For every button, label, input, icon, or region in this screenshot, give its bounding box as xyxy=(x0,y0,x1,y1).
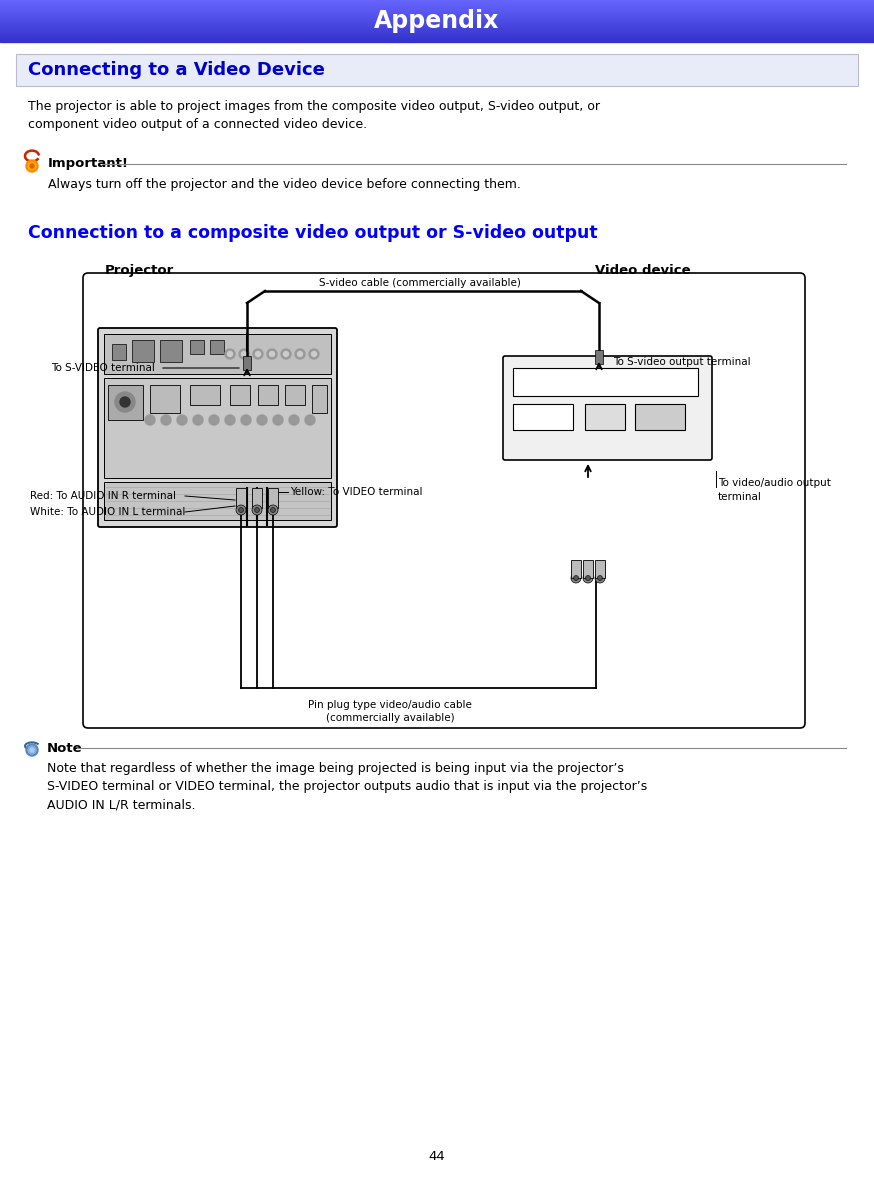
Circle shape xyxy=(227,351,232,357)
Bar xyxy=(243,356,251,370)
Circle shape xyxy=(586,576,591,581)
Bar xyxy=(108,385,143,421)
Text: Red: To AUDIO IN R terminal: Red: To AUDIO IN R terminal xyxy=(30,491,176,501)
Circle shape xyxy=(598,576,602,581)
Text: White: To AUDIO IN L terminal: White: To AUDIO IN L terminal xyxy=(30,507,185,517)
Bar xyxy=(585,404,625,430)
Bar xyxy=(635,404,685,430)
Bar xyxy=(104,335,331,373)
Bar xyxy=(210,340,224,355)
Circle shape xyxy=(254,508,260,512)
Bar xyxy=(190,385,220,405)
Circle shape xyxy=(305,415,315,425)
Circle shape xyxy=(268,505,278,515)
Circle shape xyxy=(252,505,262,515)
Circle shape xyxy=(30,748,34,752)
Circle shape xyxy=(253,349,263,359)
Bar xyxy=(583,560,593,578)
Bar xyxy=(268,488,278,508)
Bar xyxy=(230,385,250,405)
Circle shape xyxy=(595,573,605,583)
Text: Video device: Video device xyxy=(595,264,690,277)
Circle shape xyxy=(255,351,260,357)
Circle shape xyxy=(241,351,246,357)
Circle shape xyxy=(225,415,235,425)
Bar xyxy=(513,368,698,396)
Circle shape xyxy=(571,573,581,583)
Circle shape xyxy=(26,160,38,172)
Circle shape xyxy=(28,746,36,754)
Text: Important!: Important! xyxy=(48,158,129,171)
Circle shape xyxy=(239,508,244,512)
Circle shape xyxy=(289,415,299,425)
Text: Connecting to a Video Device: Connecting to a Video Device xyxy=(28,61,325,79)
Bar xyxy=(595,350,603,364)
Text: To video/audio output
terminal: To video/audio output terminal xyxy=(718,478,831,502)
Circle shape xyxy=(257,415,267,425)
Text: Projector: Projector xyxy=(105,264,174,277)
Text: S-video cable (commercially available): S-video cable (commercially available) xyxy=(319,278,521,287)
Text: 44: 44 xyxy=(428,1150,446,1163)
Bar xyxy=(150,385,180,413)
Text: Connection to a composite video output or S-video output: Connection to a composite video output o… xyxy=(28,224,598,241)
Text: The projector is able to project images from the composite video output, S-video: The projector is able to project images … xyxy=(28,100,600,131)
Circle shape xyxy=(177,415,187,425)
Circle shape xyxy=(120,397,130,408)
Circle shape xyxy=(281,349,291,359)
Circle shape xyxy=(583,573,593,583)
FancyBboxPatch shape xyxy=(98,327,337,527)
Text: Pin plug type video/audio cable
(commercially available): Pin plug type video/audio cable (commerc… xyxy=(308,700,472,723)
Circle shape xyxy=(269,351,274,357)
Bar xyxy=(190,340,204,355)
Circle shape xyxy=(241,415,251,425)
Circle shape xyxy=(270,508,275,512)
Circle shape xyxy=(225,349,235,359)
FancyBboxPatch shape xyxy=(83,273,805,728)
Circle shape xyxy=(573,576,579,581)
Circle shape xyxy=(28,163,36,170)
Text: To S-VIDEO terminal: To S-VIDEO terminal xyxy=(51,363,155,373)
Bar xyxy=(104,378,331,478)
Bar xyxy=(285,385,305,405)
Text: Yellow: To VIDEO terminal: Yellow: To VIDEO terminal xyxy=(290,487,422,497)
Circle shape xyxy=(26,744,38,756)
Bar xyxy=(513,404,573,430)
Circle shape xyxy=(209,415,219,425)
Circle shape xyxy=(30,164,34,168)
Circle shape xyxy=(236,505,246,515)
Bar xyxy=(16,54,858,86)
Text: Always turn off the projector and the video device before connecting them.: Always turn off the projector and the vi… xyxy=(48,178,521,191)
Circle shape xyxy=(297,351,302,357)
Bar xyxy=(112,344,126,360)
Bar xyxy=(312,385,327,413)
FancyBboxPatch shape xyxy=(503,356,712,459)
Text: Appendix: Appendix xyxy=(374,9,500,33)
Text: Note that regardless of whether the image being projected is being input via the: Note that regardless of whether the imag… xyxy=(47,762,648,810)
Bar xyxy=(595,560,605,578)
Bar xyxy=(132,340,154,362)
Bar xyxy=(160,340,182,362)
Circle shape xyxy=(309,349,319,359)
Circle shape xyxy=(193,415,203,425)
Bar xyxy=(252,488,262,508)
Circle shape xyxy=(283,351,288,357)
Circle shape xyxy=(239,349,249,359)
Bar xyxy=(258,385,278,405)
Circle shape xyxy=(295,349,305,359)
Bar xyxy=(236,488,246,508)
Text: To S-video output terminal: To S-video output terminal xyxy=(613,357,751,368)
Circle shape xyxy=(115,392,135,412)
Bar xyxy=(571,560,581,578)
Circle shape xyxy=(267,349,277,359)
Circle shape xyxy=(311,351,316,357)
Text: Note: Note xyxy=(47,741,83,754)
Circle shape xyxy=(145,415,155,425)
Circle shape xyxy=(161,415,171,425)
Bar xyxy=(104,482,331,519)
Circle shape xyxy=(273,415,283,425)
